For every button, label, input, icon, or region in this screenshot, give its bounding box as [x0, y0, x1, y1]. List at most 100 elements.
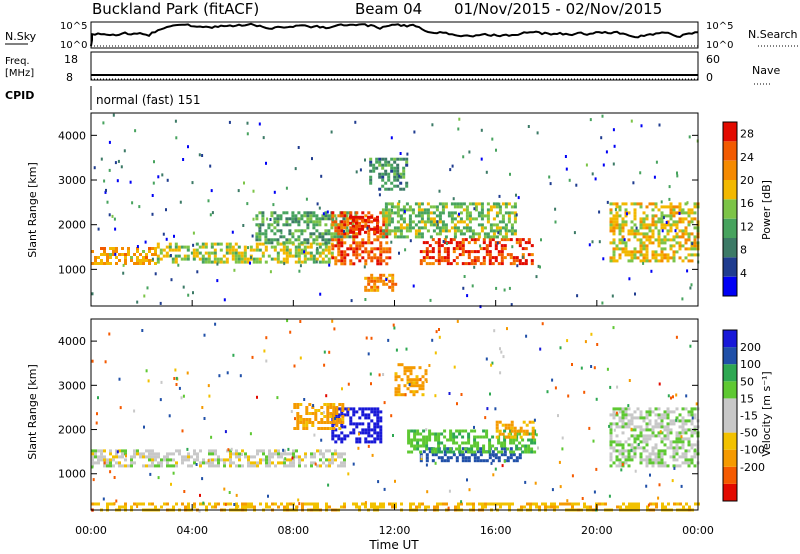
echo-cell [431, 459, 435, 463]
echo-cell [485, 435, 489, 439]
echo-cell [515, 456, 519, 460]
echo-cell [355, 253, 359, 257]
echo-cell [276, 223, 280, 227]
echo-cell [234, 257, 238, 261]
echo-cell [609, 220, 613, 224]
echo-cell [432, 205, 436, 209]
echo-cell [296, 424, 300, 427]
echo-cell [142, 502, 145, 506]
echo-cell [375, 160, 379, 164]
echo-cell [370, 428, 374, 432]
echo-cell [666, 413, 670, 417]
scatter-cell [561, 447, 564, 451]
echo-cell [91, 449, 94, 453]
echo-cell [648, 226, 652, 230]
echo-cell [277, 455, 280, 459]
echo-cell [151, 464, 154, 468]
scatter-cell [151, 257, 154, 261]
echo-cell [267, 241, 271, 245]
echo-cell [453, 202, 457, 206]
echo-cell [504, 235, 508, 239]
noise-panel: N.Sky 10^5 10^0 10^5 10^0 N.Search [5, 21, 798, 51]
scatter-cell [263, 349, 266, 353]
echo-cell [330, 254, 334, 258]
echo-cell [473, 429, 477, 433]
echo-cell [103, 458, 106, 462]
echo-cell [460, 502, 463, 506]
echo-cell [394, 393, 398, 397]
echo-cell [633, 217, 637, 221]
echo-cell [396, 157, 400, 161]
echo-cell [364, 224, 367, 228]
echo-cell [229, 449, 232, 453]
echo-cell [507, 426, 511, 430]
scatter-cell [175, 383, 178, 386]
echo-cell [420, 202, 424, 206]
echo-cell [228, 245, 232, 249]
echo-cell [434, 438, 438, 442]
echo-cell [627, 232, 631, 236]
echo-cell [379, 247, 383, 251]
echo-cell [660, 241, 664, 245]
echo-cell [97, 256, 100, 259]
echo-cell [470, 453, 474, 457]
echo-cell [504, 426, 508, 430]
echo-cell [530, 244, 534, 248]
echo-cell [385, 256, 389, 260]
echo-cell [483, 232, 487, 236]
echo-cell [648, 434, 652, 438]
echo-cell [243, 245, 247, 249]
x-tick-label: 20:00 [581, 524, 613, 537]
echo-cell [311, 421, 315, 424]
echo-cell [452, 259, 456, 263]
echo-cell [364, 288, 368, 292]
echo-cell [247, 505, 250, 509]
echo-cell [390, 157, 394, 161]
echo-cell [450, 202, 454, 206]
echo-cell [358, 440, 362, 444]
scatter-cell [181, 429, 184, 433]
scatter-cell [303, 250, 306, 254]
echo-cell [615, 443, 619, 447]
echo-cell [512, 438, 516, 442]
echo-cell [621, 416, 625, 420]
echo-cell [669, 422, 673, 426]
echo-cell [482, 429, 486, 433]
echo-cell [296, 418, 300, 421]
echo-cell [479, 247, 483, 251]
echo-cell [328, 461, 331, 465]
scatter-cell [151, 212, 154, 216]
echo-cell [349, 259, 353, 263]
scatter-cell [223, 298, 226, 302]
echo-cell [349, 226, 353, 230]
echo-cell [506, 459, 510, 463]
echo-cell [393, 235, 397, 239]
echo-cell [630, 253, 634, 257]
echo-cell [367, 215, 370, 219]
echo-cell [654, 434, 658, 438]
echo-cell [133, 461, 136, 465]
echo-cell [349, 419, 353, 423]
echo-cell [642, 440, 646, 444]
echo-cell [465, 223, 469, 227]
echo-cell [492, 205, 496, 209]
echo-cell [343, 253, 347, 257]
scatter-cell [367, 444, 370, 448]
echo-cell [473, 441, 477, 445]
echo-cell [663, 449, 667, 453]
echo-cell [645, 244, 649, 248]
echo-cell [524, 262, 528, 266]
echo-cell [571, 502, 574, 506]
echo-cell [115, 247, 118, 250]
echo-cell [352, 422, 356, 426]
echo-cell [419, 450, 423, 454]
echo-cell [498, 220, 502, 224]
echo-cell [624, 407, 628, 411]
echo-cell [331, 458, 334, 462]
echo-cell [633, 211, 637, 215]
echo-cell [678, 241, 682, 245]
echo-cell [367, 253, 371, 257]
scatter-cell [473, 265, 476, 269]
echo-cell [340, 229, 344, 233]
echo-cell [343, 256, 347, 260]
